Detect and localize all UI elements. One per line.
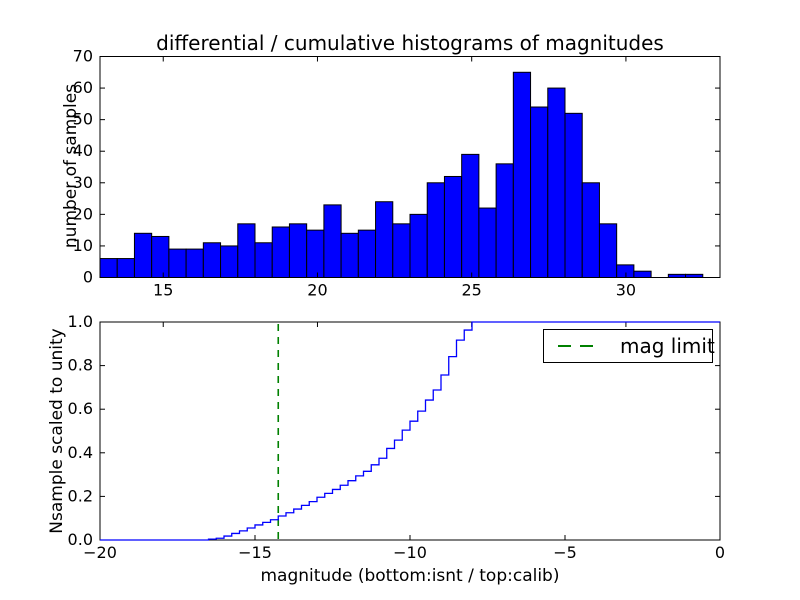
y-tick-label: 60 xyxy=(73,78,93,97)
histogram-bar xyxy=(616,264,635,279)
histogram-bar xyxy=(426,182,445,279)
y-tick-label: 1.0 xyxy=(68,312,93,331)
histogram-bar xyxy=(530,106,549,278)
histogram-bar xyxy=(512,71,532,278)
x-tick-label: −20 xyxy=(83,543,117,562)
histogram-bar xyxy=(478,207,497,279)
histogram-bar xyxy=(547,87,566,278)
x-tick-label: 30 xyxy=(616,281,636,300)
histogram-bar xyxy=(461,153,480,278)
x-tick-label: 25 xyxy=(462,281,482,300)
legend-box: mag limit xyxy=(543,329,715,363)
cumulative-step-line xyxy=(100,321,720,541)
histogram-bar xyxy=(220,245,239,279)
histogram-bar xyxy=(185,248,204,278)
legend-dashed-line-icon xyxy=(558,345,602,347)
histogram-bar xyxy=(323,204,342,278)
histogram-bar xyxy=(254,242,273,278)
histogram-bar xyxy=(306,229,325,278)
histogram-bar xyxy=(633,270,652,278)
histogram-bar xyxy=(581,182,600,279)
histogram-bar xyxy=(443,175,463,279)
histogram-bar xyxy=(288,223,308,278)
y-tick-label: 10 xyxy=(73,236,93,255)
top-axes-frame xyxy=(99,56,721,278)
histogram-bar xyxy=(409,213,428,279)
y-tick-label: 0.8 xyxy=(68,356,93,375)
histogram-bar xyxy=(340,232,359,279)
y-tick-label: 30 xyxy=(73,173,93,192)
y-tick-label: 20 xyxy=(73,204,93,223)
histogram-bar xyxy=(598,223,618,278)
y-tick-label: 40 xyxy=(73,141,93,160)
y-tick-label: 0 xyxy=(83,268,93,287)
legend-label: mag limit xyxy=(620,334,715,358)
histogram-bar xyxy=(392,223,411,278)
x-tick-label: −5 xyxy=(553,543,577,562)
histogram-bar xyxy=(375,201,394,279)
y-tick-label: 0.4 xyxy=(68,443,93,462)
bottom-plot-ylabel: Nsample scaled to unity xyxy=(47,328,67,534)
y-tick-label: 0.0 xyxy=(68,530,93,549)
top-plot-ylabel: number of samples xyxy=(61,83,81,249)
y-tick-label: 50 xyxy=(73,110,93,129)
x-axis-label: magnitude (bottom:isnt / top:calib) xyxy=(260,566,560,586)
x-tick-label: −15 xyxy=(238,543,272,562)
x-tick-label: 20 xyxy=(307,281,327,300)
histogram-bar xyxy=(357,229,377,278)
histogram-bar xyxy=(151,235,170,278)
histogram-bar xyxy=(495,163,514,278)
y-tick-label: 70 xyxy=(73,47,93,66)
histogram-bar xyxy=(168,248,187,278)
histogram-bar xyxy=(99,258,118,278)
x-tick-label: −10 xyxy=(393,543,427,562)
histogram-bar xyxy=(202,242,222,278)
histogram-bar xyxy=(271,226,290,279)
histogram-bar xyxy=(116,258,135,278)
y-tick-label: 0.6 xyxy=(68,399,93,418)
x-tick-label: 0 xyxy=(715,543,725,562)
histogram-bar xyxy=(564,112,583,279)
histogram-bar xyxy=(237,223,256,278)
x-tick-label: 15 xyxy=(153,281,173,300)
figure-title: differential / cumulative histograms of … xyxy=(156,31,664,55)
histogram-bar xyxy=(133,232,153,279)
y-tick-label: 0.2 xyxy=(68,486,93,505)
